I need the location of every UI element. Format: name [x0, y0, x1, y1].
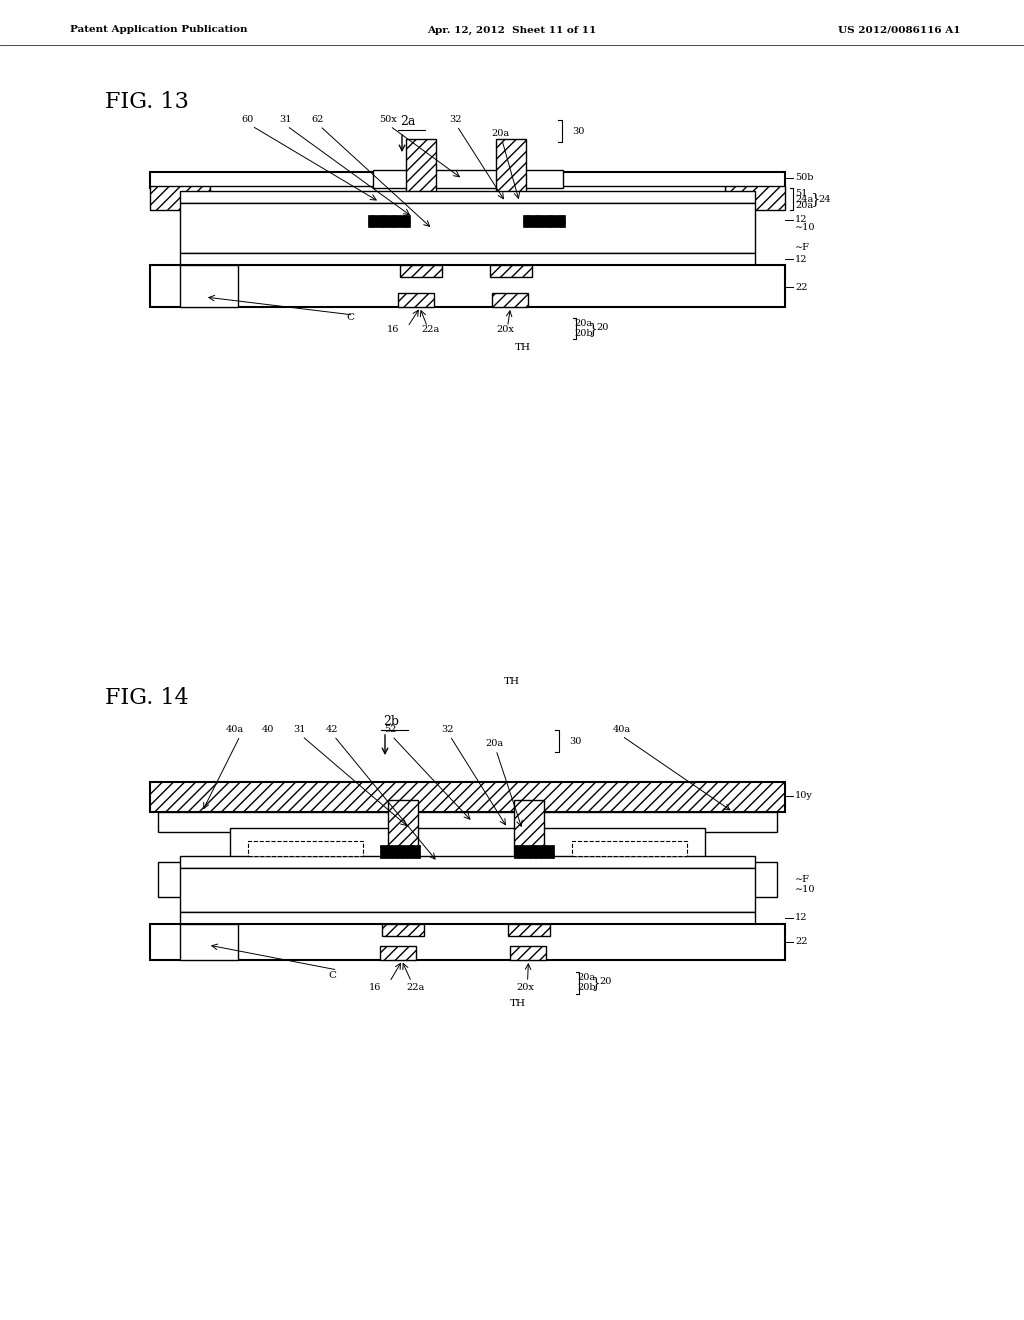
- Bar: [180, 912, 755, 924]
- Bar: [725, 186, 785, 210]
- Bar: [230, 828, 705, 862]
- Text: 42: 42: [326, 725, 338, 734]
- Text: 20a: 20a: [490, 129, 509, 139]
- Bar: [380, 946, 416, 960]
- Bar: [180, 265, 238, 308]
- Text: 22a: 22a: [421, 326, 439, 334]
- Text: 20: 20: [599, 978, 612, 986]
- Bar: [513, 800, 544, 862]
- Text: 12: 12: [795, 913, 808, 923]
- Bar: [150, 924, 785, 960]
- Bar: [210, 186, 725, 210]
- Bar: [387, 800, 418, 862]
- Text: 50x: 50x: [379, 115, 397, 124]
- Text: 20b: 20b: [578, 983, 596, 993]
- Bar: [150, 781, 785, 812]
- Text: 2b: 2b: [383, 715, 399, 729]
- Bar: [382, 924, 424, 936]
- Bar: [150, 186, 210, 210]
- Text: 40: 40: [262, 725, 274, 734]
- Text: TH: TH: [504, 677, 520, 686]
- Text: 24a: 24a: [795, 194, 813, 203]
- Bar: [406, 139, 435, 197]
- Text: C: C: [329, 970, 337, 979]
- Text: 20: 20: [597, 323, 609, 333]
- Text: US 2012/0086116 A1: US 2012/0086116 A1: [838, 25, 961, 34]
- Bar: [180, 203, 755, 253]
- Text: 31: 31: [294, 725, 306, 734]
- Text: ∼F: ∼F: [795, 243, 810, 252]
- Bar: [368, 215, 410, 227]
- Bar: [158, 812, 777, 832]
- Text: 20b: 20b: [574, 330, 593, 338]
- Bar: [513, 845, 554, 858]
- Text: 24: 24: [818, 194, 830, 203]
- Bar: [380, 845, 420, 858]
- Text: Patent Application Publication: Patent Application Publication: [70, 25, 248, 34]
- Text: 10y: 10y: [795, 792, 813, 800]
- Text: }: }: [589, 322, 597, 337]
- Text: 32: 32: [449, 115, 461, 124]
- Text: }: }: [810, 191, 820, 206]
- Bar: [150, 265, 785, 308]
- Text: 60: 60: [242, 115, 254, 124]
- Bar: [210, 228, 725, 267]
- Bar: [572, 841, 687, 855]
- Bar: [180, 191, 755, 203]
- Text: ∼10: ∼10: [795, 886, 815, 895]
- Bar: [158, 862, 777, 898]
- Bar: [150, 172, 785, 187]
- Bar: [399, 265, 441, 277]
- Text: 20a: 20a: [574, 318, 593, 327]
- Text: TH: TH: [514, 342, 530, 351]
- Bar: [248, 841, 362, 855]
- Text: ∼F: ∼F: [795, 874, 810, 883]
- Bar: [492, 293, 527, 308]
- Bar: [397, 293, 433, 308]
- Text: 31: 31: [279, 115, 291, 124]
- Bar: [510, 946, 546, 960]
- Bar: [180, 869, 755, 912]
- Text: 62: 62: [312, 115, 325, 124]
- Text: 20a: 20a: [485, 739, 503, 748]
- Text: }: }: [592, 975, 600, 990]
- Text: 2a: 2a: [400, 115, 416, 128]
- Text: 30: 30: [572, 127, 585, 136]
- Text: FIG. 14: FIG. 14: [105, 686, 188, 709]
- Text: 12: 12: [795, 215, 808, 224]
- Bar: [489, 265, 531, 277]
- Text: 32: 32: [441, 725, 455, 734]
- Text: 20x: 20x: [516, 983, 535, 993]
- Text: 20a: 20a: [578, 974, 596, 982]
- Text: 22a: 22a: [407, 983, 425, 993]
- Text: 40a: 40a: [613, 725, 631, 734]
- Text: 12: 12: [795, 255, 808, 264]
- Text: Apr. 12, 2012  Sheet 11 of 11: Apr. 12, 2012 Sheet 11 of 11: [427, 25, 597, 34]
- Text: 30: 30: [569, 737, 582, 746]
- Text: 22: 22: [795, 937, 808, 946]
- Text: 22: 22: [795, 282, 808, 292]
- Bar: [180, 253, 755, 265]
- Text: 40a: 40a: [226, 725, 244, 734]
- Text: TH: TH: [510, 998, 525, 1007]
- Bar: [496, 139, 525, 197]
- Text: FIG. 13: FIG. 13: [105, 91, 188, 114]
- Bar: [180, 924, 238, 960]
- Text: 51: 51: [795, 189, 807, 198]
- Text: 20x: 20x: [497, 326, 514, 334]
- Bar: [245, 202, 690, 232]
- Text: C: C: [346, 313, 354, 322]
- Text: 20a: 20a: [795, 202, 813, 210]
- Text: 50b: 50b: [795, 173, 813, 182]
- Text: ∼10: ∼10: [795, 223, 815, 232]
- Bar: [508, 924, 550, 936]
- Bar: [180, 855, 755, 869]
- Bar: [373, 170, 562, 187]
- Text: 16: 16: [387, 326, 399, 334]
- Text: 52: 52: [384, 725, 396, 734]
- Bar: [522, 215, 564, 227]
- Text: 16: 16: [370, 983, 382, 993]
